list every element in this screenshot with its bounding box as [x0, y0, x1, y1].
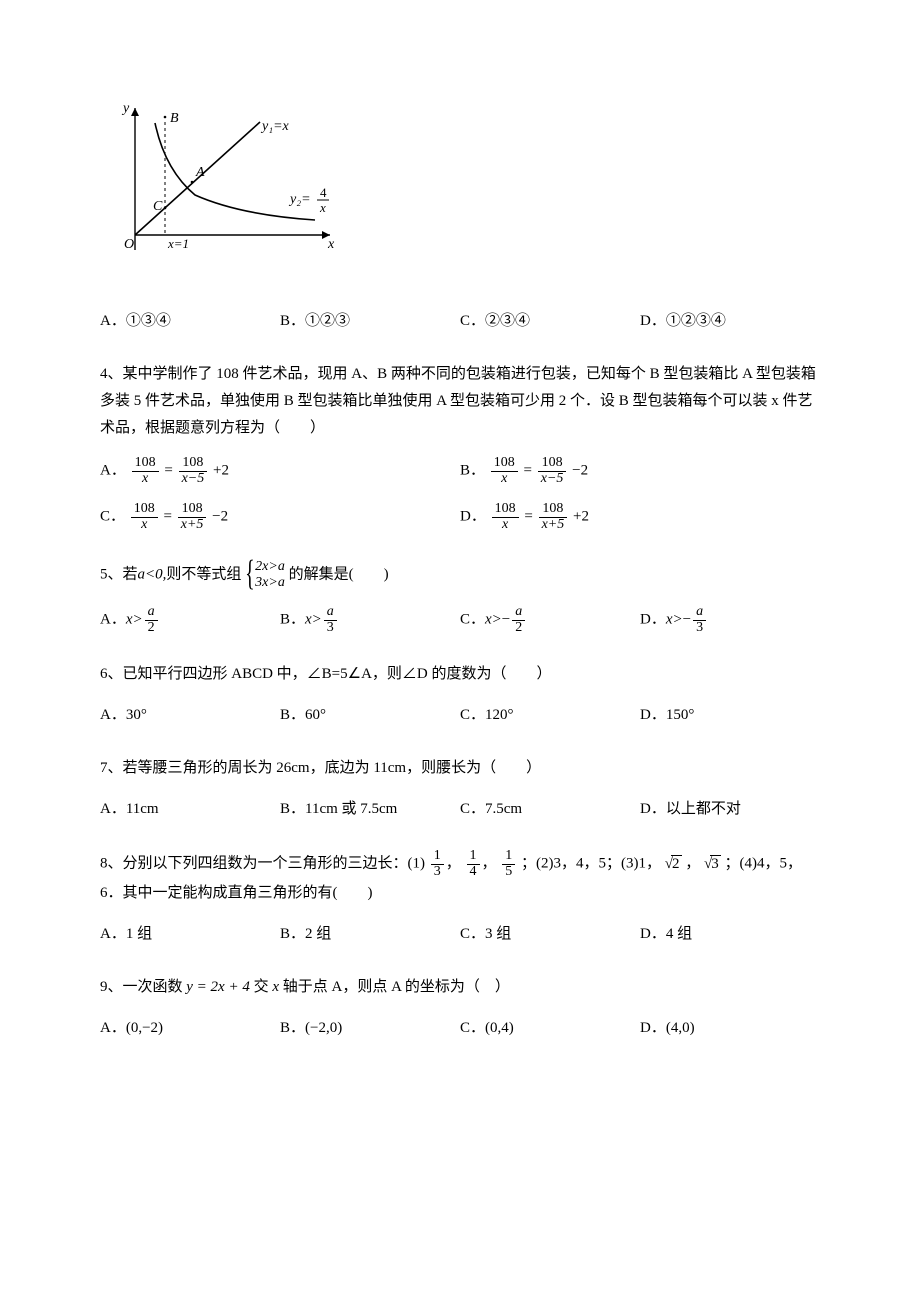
- q3-figure: y x O B A C x=1 y₁=x y₂= 4 x: [110, 100, 820, 280]
- q7-opt-a: A．11cm: [100, 796, 280, 823]
- q5-opt-a: A．x>a2: [100, 605, 280, 635]
- svg-text:C: C: [153, 199, 163, 214]
- q6-opt-d: D．150°: [640, 702, 820, 729]
- brace-system: 2x>a 3x>a: [245, 559, 285, 591]
- svg-text:y₁=x: y₁=x: [260, 119, 290, 134]
- svg-text:x: x: [327, 237, 335, 252]
- q5-opt-b: B．x>a3: [280, 605, 460, 635]
- q4-opt-c: C． 108x = 108x+5 −2: [100, 502, 460, 532]
- q5-stem: 5、若a<0,则不等式组 2x>a 3x>a 的解集是( ): [100, 559, 820, 591]
- q7-opt-d: D．以上都不对: [640, 796, 820, 823]
- q6-opt-c: C．120°: [460, 702, 640, 729]
- q6-options: A．30° B．60° C．120° D．150°: [100, 702, 820, 729]
- q4-options-row2: C． 108x = 108x+5 −2 D． 108x = 108x+5 +2: [100, 502, 820, 532]
- q8-opt-d: D．4 组: [640, 921, 820, 948]
- opt-label: C．: [100, 509, 125, 525]
- q9-options: A．(0,−2) B．(−2,0) C．(0,4) D．(4,0): [100, 1015, 820, 1042]
- q5-opt-c: C．x>−a2: [460, 605, 640, 635]
- q8-options: A．1 组 B．2 组 C．3 组 D．4 组: [100, 921, 820, 948]
- q7-options: A．11cm B．11cm 或 7.5cm C．7.5cm D．以上都不对: [100, 796, 820, 823]
- svg-text:A: A: [195, 165, 205, 180]
- q3-opt-c: C．②③④: [460, 308, 640, 335]
- q3-opt-a: A．①③④: [100, 308, 280, 335]
- q4-options-row1: A． 108x = 108x−5 +2 B． 108x = 108x−5 −2: [100, 456, 820, 486]
- q4-stem: 4、某中学制作了 108 件艺术品，现用 A、B 两种不同的包装箱进行包装，已知…: [100, 361, 820, 442]
- opt-label: D．: [460, 509, 486, 525]
- sqrt-icon: 3: [704, 851, 721, 878]
- svg-text:O: O: [124, 237, 134, 252]
- svg-text:y: y: [121, 101, 130, 116]
- q6-stem: 6、已知平行四边形 ABCD 中，∠B=5∠A，则∠D 的度数为（ ）: [100, 661, 820, 688]
- q7-stem: 7、若等腰三角形的周长为 26cm，底边为 11cm，则腰长为（ ）: [100, 755, 820, 782]
- q8-stem: 8、分别以下列四组数为一个三角形的三边长：(1) 13， 14， 15 ；(2)…: [100, 849, 820, 906]
- q9-opt-c: C．(0,4): [460, 1015, 640, 1042]
- svg-text:x=1: x=1: [167, 236, 189, 251]
- q9-opt-d: D．(4,0): [640, 1015, 820, 1042]
- q3-opt-b: B．①②③: [280, 308, 460, 335]
- q8-opt-a: A．1 组: [100, 921, 280, 948]
- opt-label: B．: [460, 463, 485, 479]
- q8-opt-c: C．3 组: [460, 921, 640, 948]
- q3-opt-d: D．①②③④: [640, 308, 820, 335]
- svg-text:x: x: [319, 200, 326, 215]
- graph-svg: y x O B A C x=1 y₁=x y₂= 4 x: [110, 100, 340, 270]
- q4-opt-b: B． 108x = 108x−5 −2: [460, 456, 820, 486]
- q6-opt-a: A．30°: [100, 702, 280, 729]
- svg-text:4: 4: [320, 185, 327, 200]
- q4-opt-a: A． 108x = 108x−5 +2: [100, 456, 460, 486]
- q8-opt-b: B．2 组: [280, 921, 460, 948]
- q7-opt-b: B．11cm 或 7.5cm: [280, 796, 460, 823]
- svg-text:y₂=: y₂=: [288, 192, 311, 207]
- q9-opt-b: B．(−2,0): [280, 1015, 460, 1042]
- q4-opt-d: D． 108x = 108x+5 +2: [460, 502, 820, 532]
- svg-text:B: B: [170, 111, 179, 126]
- sqrt-icon: 2: [665, 851, 682, 878]
- q3-options: A．①③④ B．①②③ C．②③④ D．①②③④: [100, 308, 820, 335]
- q7-opt-c: C．7.5cm: [460, 796, 640, 823]
- q9-opt-a: A．(0,−2): [100, 1015, 280, 1042]
- q5-options: A．x>a2 B．x>a3 C．x>−a2 D．x>−a3: [100, 605, 820, 635]
- q9-stem: 9、一次函数 y = 2x + 4 交 x 轴于点 A，则点 A 的坐标为（ ）: [100, 974, 820, 1001]
- q6-opt-b: B．60°: [280, 702, 460, 729]
- q5-opt-d: D．x>−a3: [640, 605, 820, 635]
- opt-label: A．: [100, 463, 126, 479]
